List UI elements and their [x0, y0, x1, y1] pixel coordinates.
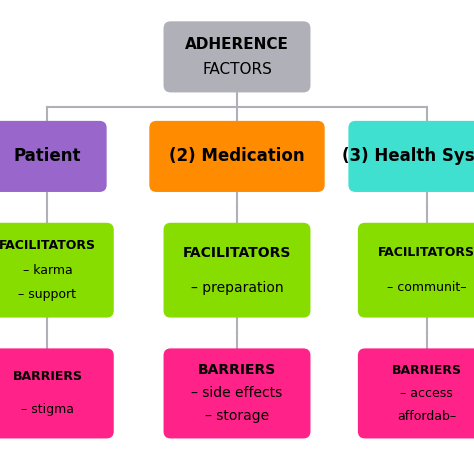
- Text: FACILITATORS: FACILITATORS: [0, 239, 96, 252]
- FancyBboxPatch shape: [348, 121, 474, 192]
- FancyBboxPatch shape: [164, 348, 310, 438]
- FancyBboxPatch shape: [149, 121, 325, 192]
- Text: affordab–: affordab–: [397, 410, 456, 423]
- Text: – access: – access: [400, 387, 453, 400]
- Text: BARRIERS: BARRIERS: [12, 371, 82, 383]
- FancyBboxPatch shape: [358, 348, 474, 438]
- Text: FACILITATORS: FACILITATORS: [378, 246, 474, 259]
- Text: Patient: Patient: [14, 147, 81, 165]
- Text: (3) Health System: (3) Health System: [342, 147, 474, 165]
- Text: – preparation: – preparation: [191, 281, 283, 295]
- Text: – side effects: – side effects: [191, 386, 283, 401]
- FancyBboxPatch shape: [358, 223, 474, 318]
- FancyBboxPatch shape: [0, 348, 114, 438]
- Text: FACTORS: FACTORS: [202, 62, 272, 77]
- FancyBboxPatch shape: [164, 223, 310, 318]
- FancyBboxPatch shape: [164, 21, 310, 92]
- Text: – support: – support: [18, 288, 76, 301]
- Text: FACILITATORS: FACILITATORS: [183, 246, 291, 260]
- Text: – karma: – karma: [23, 264, 72, 277]
- Text: – stigma: – stigma: [21, 403, 74, 416]
- Text: BARRIERS: BARRIERS: [392, 364, 462, 377]
- Text: BARRIERS: BARRIERS: [198, 364, 276, 377]
- Text: (2) Medication: (2) Medication: [169, 147, 305, 165]
- FancyBboxPatch shape: [0, 223, 114, 318]
- Text: – communit–: – communit–: [387, 281, 466, 294]
- FancyBboxPatch shape: [0, 121, 107, 192]
- Text: ADHERENCE: ADHERENCE: [185, 37, 289, 52]
- Text: – storage: – storage: [205, 410, 269, 423]
